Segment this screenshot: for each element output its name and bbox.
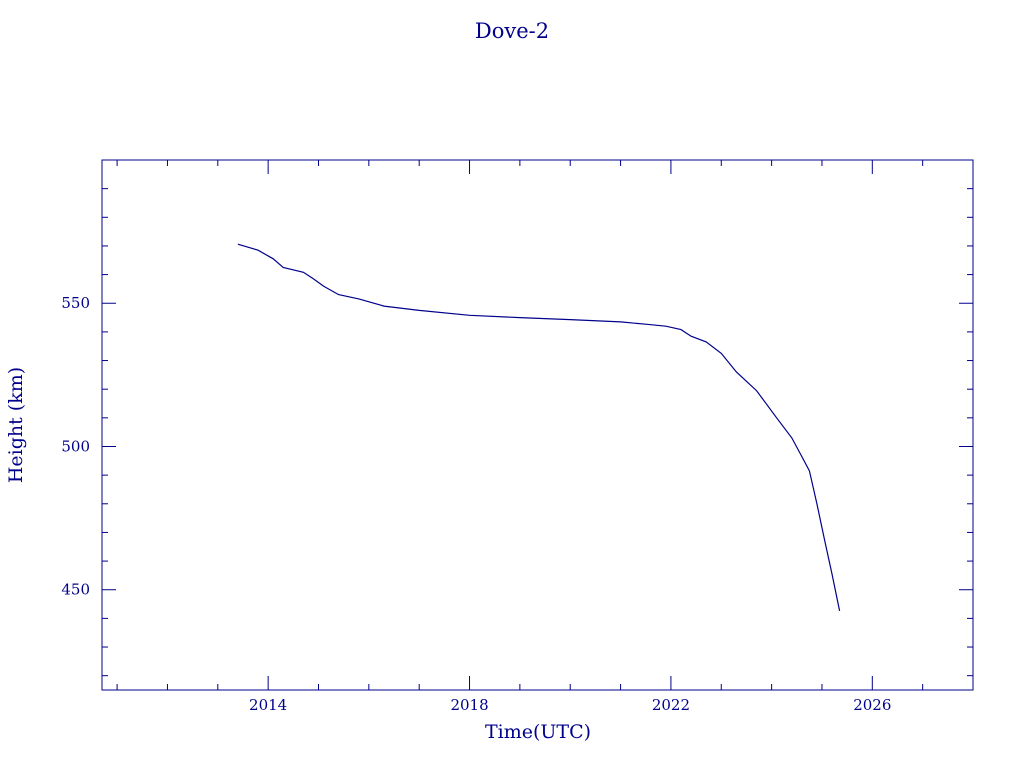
axis-ticks [102, 159, 974, 690]
plot-area-frame [101, 159, 974, 691]
x-tick-label: 2026 [853, 696, 891, 714]
height-series-line [237, 243, 841, 612]
tick-labels: 2014 2018 2022 2026 450 500 550 [61, 294, 891, 714]
y-tick-label: 450 [61, 581, 90, 599]
chart-title: Dove-2 [475, 19, 549, 43]
x-tick-label: 2018 [450, 696, 488, 714]
y-tick-label: 500 [61, 437, 90, 455]
x-axis-label: Time(UTC) [485, 721, 591, 743]
x-tick-label: 2022 [652, 696, 690, 714]
x-tick-label: 2014 [249, 696, 287, 714]
y-axis-label: Height (km) [5, 367, 27, 483]
y-tick-label: 550 [61, 294, 90, 312]
